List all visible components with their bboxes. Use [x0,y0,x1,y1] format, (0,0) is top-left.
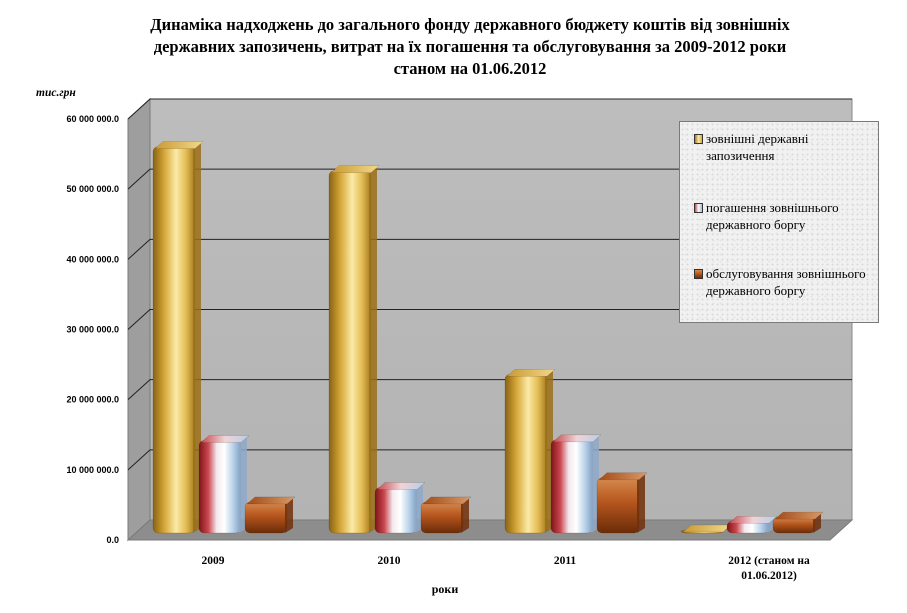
bar [152,141,204,534]
y-tick-label: 40 000 000.0 [66,254,119,264]
gridline [127,309,852,330]
x-tick-label: 2010 [378,555,401,567]
chart-title-line: станом на 01.06.2012 [393,59,547,78]
legend-label: обслуговування зовнішнього державного бо… [706,266,866,298]
chart-floor [126,519,854,541]
gridline [127,238,852,260]
chart-title-line: Динаміка надходжень до загального фонду … [150,15,790,34]
bar [328,165,380,534]
gridline [127,168,852,190]
y-axis-label: тис.грн [36,87,76,99]
y-tick-label: 20 000 000.0 [66,395,119,405]
gridline [127,98,852,120]
x-axis-label: роки [432,582,459,596]
legend-swatch-gold [694,134,703,144]
legend-swatch-red [694,203,703,213]
y-tick-label: 60 000 000.0 [66,114,119,124]
x-tick-label: 2009 [202,555,225,567]
legend-item: погашення зовнішнього державного боргу [694,199,878,233]
bar [420,496,472,534]
bar [726,516,778,534]
bar [550,434,602,534]
bar [504,369,556,534]
x-tick-label: 2012 (станом на [728,555,810,567]
legend-item: зовнішні державні запозичення [694,130,878,164]
gridline [127,449,852,471]
y-tick-label: 30 000 000.0 [66,325,119,335]
legend-swatch-copper [694,269,703,279]
chart-title: Динаміка надходжень до загального фонду … [100,14,840,80]
y-tick-label: 50 000 000.0 [66,184,119,194]
y-tick-label: 10 000 000.0 [66,465,119,475]
bar [596,472,648,534]
chart-legend: зовнішні державні запозичення погашення … [679,121,879,323]
legend-item: обслуговування зовнішнього державного бо… [694,265,878,299]
gridline [127,379,852,401]
legend-label: зовнішні державні запозичення [706,131,809,163]
y-tick-label: 0.0 [106,535,119,545]
bar [244,496,296,534]
x-tick-label: 01.06.2012) [741,570,797,582]
bar [772,511,824,534]
bar [374,482,426,534]
x-tick-label: 2011 [554,555,577,567]
chart-title-line: державних запозичень, витрат на їх погаш… [153,37,787,56]
legend-label: погашення зовнішнього державного боргу [706,200,839,232]
bar [198,435,250,534]
